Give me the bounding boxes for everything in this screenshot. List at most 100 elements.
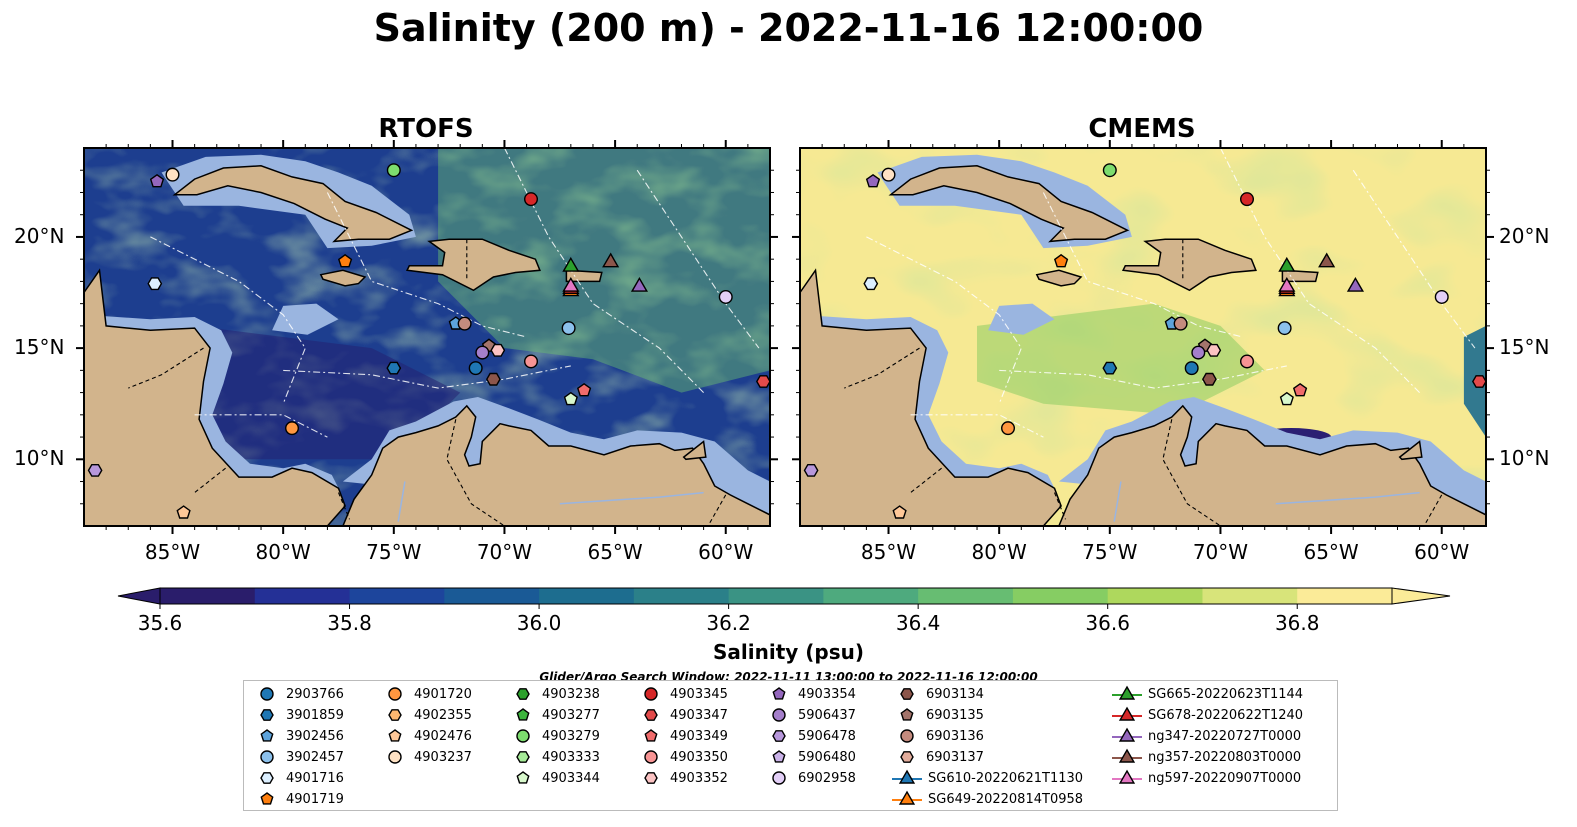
lon-tick-label: 75°W — [366, 540, 422, 564]
legend-label: 4902476 — [414, 729, 472, 744]
national-border — [707, 494, 727, 526]
obs-3901859 — [386, 361, 402, 375]
legend-shape — [900, 688, 914, 700]
colorbar-bin — [1107, 588, 1203, 604]
land-cuba — [172, 165, 414, 243]
lon-tick-label: 80°W — [255, 540, 311, 564]
legend-label: 6903134 — [926, 687, 984, 702]
lat-tick-label: 15°N — [14, 335, 65, 360]
shelf-area — [988, 303, 1055, 335]
eez-boundary — [1352, 169, 1476, 349]
obs-5906478 — [803, 464, 819, 477]
obs-4901720 — [285, 421, 300, 436]
lat-tick-label: 15°N — [1499, 335, 1550, 360]
lon-tick-label: 85°W — [860, 540, 917, 564]
obs-4903344 — [1279, 391, 1294, 406]
legend-shape — [260, 772, 274, 784]
legend-shape — [900, 708, 914, 721]
obs-4903349 — [576, 382, 592, 397]
obs-2903766 — [1184, 361, 1199, 376]
colorbar-bin — [539, 588, 635, 604]
eez-boundary — [1042, 192, 1243, 338]
legend-shape — [516, 729, 530, 743]
legend-label: 6903136 — [926, 729, 984, 744]
river — [1275, 491, 1420, 505]
map-frame — [83, 147, 771, 527]
river — [1113, 481, 1122, 522]
obs-4901720 — [1001, 421, 1016, 436]
lon-tick-label: 65°W — [587, 540, 643, 564]
eez-boundary — [504, 148, 704, 393]
legend-marker-hexagon-icon — [900, 688, 914, 700]
colorbar: 35.6 35.8 36.0 36.2 36.4 36.6 36.8 — [117, 587, 1451, 635]
legend-marker-hexagon-icon — [516, 688, 530, 700]
legend-label: 4903333 — [542, 750, 600, 765]
eez-boundary — [194, 414, 328, 438]
eez-boundary — [866, 236, 1022, 404]
obs-3902457 — [561, 321, 576, 336]
legend-triangle — [1118, 685, 1136, 700]
land-central-america — [800, 268, 1062, 526]
colorbar-bin — [918, 588, 1014, 604]
obs-ng597-20220907T0000 — [1278, 277, 1296, 292]
legend-shape — [260, 792, 274, 805]
legend-marker-hexagon-icon — [516, 751, 530, 763]
legend-marker-hexagon-icon — [644, 709, 658, 721]
legend-shape — [388, 709, 402, 721]
legend-marker-circle-icon — [644, 750, 658, 764]
legend-marker-hexagon-icon — [388, 709, 402, 721]
legend-marker-circle-icon — [900, 729, 914, 743]
legend-shape — [644, 709, 658, 721]
legend-marker-circle-icon — [260, 750, 274, 764]
obs-5906437 — [475, 345, 490, 360]
obs-4902476 — [892, 505, 907, 519]
map-panel-rtofs — [76, 140, 778, 534]
lon-tick-label: 80°W — [971, 540, 1027, 564]
legend-shape — [260, 709, 274, 721]
legend-label: 4901716 — [286, 771, 344, 786]
obs-4902476 — [176, 505, 191, 519]
obs-2903766 — [468, 361, 483, 376]
obs-3901859 — [1102, 361, 1118, 375]
obs-4903352 — [1206, 343, 1222, 357]
legend-triangle — [1118, 769, 1136, 784]
colorbar-tick-label: 35.6 — [138, 611, 183, 635]
legend-label: ng357-20220803T0000 — [1148, 750, 1302, 765]
obs-6902958 — [1434, 289, 1449, 304]
legend-shape — [388, 729, 402, 742]
colorbar-tick-label: 36.8 — [1275, 611, 1320, 635]
obs-4903345 — [1240, 192, 1255, 207]
obs-5906478 — [87, 464, 103, 477]
legend-marker-triangle-icon — [1112, 748, 1142, 763]
lat-tick-label: 10°N — [1499, 446, 1550, 471]
legend-shape — [900, 751, 914, 763]
colorbar-bin — [1297, 588, 1393, 604]
legend-label: SG649-20220814T0958 — [928, 792, 1084, 807]
legend-triangle — [898, 769, 916, 784]
obs-4903354 — [865, 173, 881, 188]
legend-shape — [644, 729, 658, 742]
legend-triangle — [1118, 748, 1136, 763]
obs-4903354 — [149, 173, 165, 188]
legend-label: 3902456 — [286, 729, 344, 744]
legend-label: 6903135 — [926, 708, 984, 723]
colorbar-tick-label: 36.6 — [1085, 611, 1130, 635]
legend-marker-triangle-icon — [1112, 685, 1142, 700]
obs-ng357-20220803T0000 — [602, 252, 620, 268]
legend-shape — [260, 729, 274, 742]
legend-label: SG678-20220622T1240 — [1148, 708, 1304, 723]
map-panel-cmems — [792, 140, 1494, 534]
legend-label: 4903354 — [798, 687, 856, 702]
colorbar-tick-label: 36.4 — [896, 611, 941, 635]
eez-boundary — [999, 365, 1287, 389]
legend-shape — [772, 708, 786, 722]
legend-label: 2903766 — [286, 687, 344, 702]
colorbar-bin — [349, 588, 445, 604]
legend-label: 4903350 — [670, 750, 728, 765]
legend-marker-hexagon-icon — [772, 730, 786, 742]
legend-label: 5906437 — [798, 708, 856, 723]
legend-shape — [772, 730, 786, 742]
obs-4901716 — [147, 277, 163, 291]
panel-title-cmems: CMEMS — [1088, 114, 1196, 144]
legend-marker-triangle-icon — [1112, 769, 1142, 784]
